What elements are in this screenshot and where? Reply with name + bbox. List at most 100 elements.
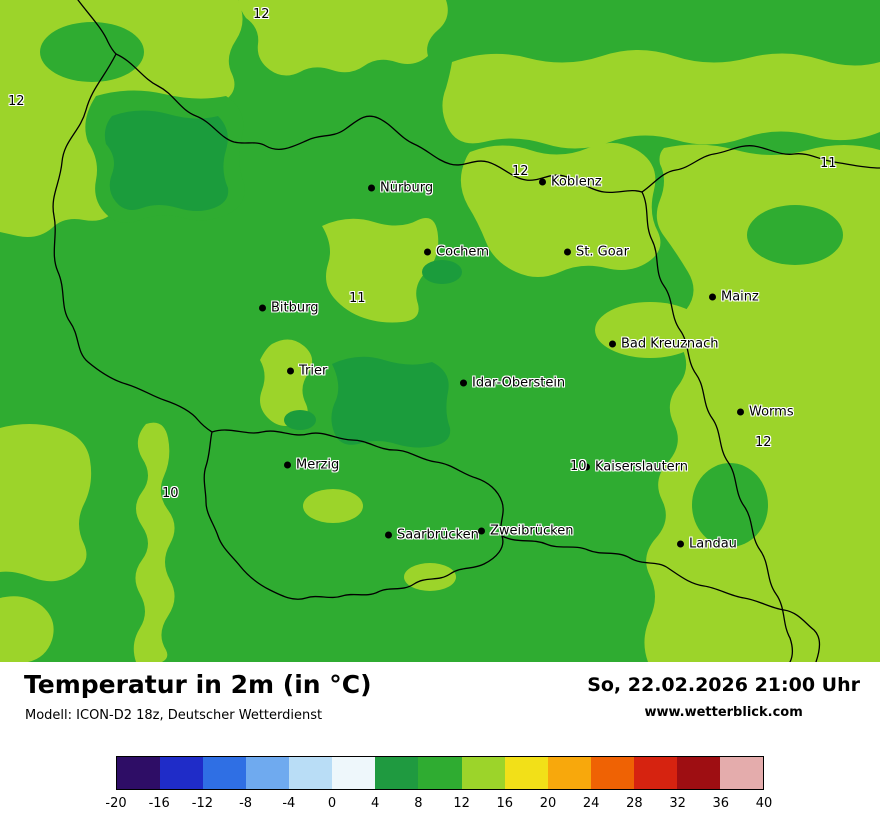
scale-segment-36-40	[719, 757, 763, 789]
scale-tick-label: 4	[371, 796, 380, 811]
scale-segment-32-36	[676, 757, 720, 789]
scale-tick-label: 20	[539, 796, 557, 811]
city-marker-koblenz: Koblenz	[539, 176, 602, 189]
website-url: www.wetterblick.com	[644, 705, 803, 720]
city-marker-nürburg: Nürburg	[368, 182, 433, 195]
temperature-value-label: 12	[755, 435, 772, 450]
temperature-value-label: 12	[253, 7, 270, 22]
city-marker-st-goar: St. Goar	[564, 246, 629, 259]
map-canvas	[0, 0, 880, 662]
city-label: Saarbrücken	[397, 527, 479, 543]
city-dot-icon	[368, 184, 375, 192]
scale-tick-label: 12	[453, 796, 470, 811]
city-dot-icon	[539, 178, 546, 186]
city-dot-icon	[424, 248, 431, 256]
city-dot-icon	[478, 527, 485, 535]
temperature-scale	[116, 756, 764, 790]
city-marker-bad-kreuznach: Bad Kreuznach	[609, 338, 719, 351]
temperature-value-label: 12	[8, 94, 25, 109]
scale-segment-28-32	[633, 757, 677, 789]
scale-tick-label: -8	[239, 796, 253, 811]
city-dot-icon	[609, 340, 616, 348]
city-label: Koblenz	[551, 174, 602, 190]
scale-tick-label: 0	[327, 796, 337, 811]
temp-label-layer: 12 12 11 12 11 12 10 10	[8, 7, 837, 501]
scale-segment-20-24	[547, 757, 591, 789]
scale-tick-label: 40	[755, 796, 773, 811]
scale-segment-4-8	[375, 757, 419, 789]
temperature-value-label: 11	[820, 156, 837, 171]
scale-tick-label: 36	[712, 796, 730, 811]
city-dot-icon	[677, 540, 684, 548]
city-label: Bitburg	[271, 300, 319, 316]
city-label: Landau	[689, 536, 737, 552]
scale-segment--4-0	[289, 757, 333, 789]
city-label: Idar-Oberstein	[472, 375, 566, 391]
scale-segment-0-4	[332, 757, 376, 789]
temperature-value-label: 10	[162, 486, 179, 501]
valid-datetime: So, 22.02.2026 21:00 Uhr	[587, 674, 860, 696]
city-label: Trier	[299, 363, 328, 379]
scale-tick-label: 28	[626, 796, 643, 811]
city-dot-icon	[583, 463, 590, 471]
city-label: Worms	[749, 404, 794, 420]
city-marker-worms: Worms	[737, 406, 794, 419]
model-info: Modell: ICON-D2 18z, Deutscher Wetterdie…	[25, 708, 323, 723]
scale-segment--12--8	[203, 757, 247, 789]
city-dot-icon	[385, 531, 392, 539]
city-marker-bitburg: Bitburg	[259, 302, 319, 315]
city-dot-icon	[259, 304, 266, 312]
scale-ticks: -20 -16 -12 -8 -4 0 4 8 12 16 20 24 28 32 36 40	[105, 796, 772, 812]
state-boundaries	[52, 0, 880, 662]
city-marker-idar-oberstein: Idar-Oberstein	[460, 377, 565, 390]
map-footer: Temperatur in 2m (in °C) Modell: ICON-D2…	[0, 662, 880, 830]
scale-segment-8-12	[418, 757, 462, 789]
datetime-block: So, 22.02.2026 21:00 Uhr www.wetterblick…	[587, 674, 860, 720]
scale-tick-label: -16	[148, 796, 170, 811]
scale-segment-16-20	[504, 757, 548, 789]
city-marker-kaiserslautern: Kaiserslautern	[583, 461, 688, 474]
city-marker-saarbrücken: Saarbrücken	[385, 529, 479, 542]
scale-segment--8--4	[246, 757, 290, 789]
city-dot-icon	[460, 379, 467, 387]
scale-tick-label: 32	[669, 796, 686, 811]
city-marker-zweibrücken: Zweibrücken	[478, 525, 573, 538]
city-label: Zweibrücken	[490, 523, 574, 539]
city-marker-cochem: Cochem	[424, 246, 489, 259]
scale-segment-24-28	[590, 757, 634, 789]
city-label: Bad Kreuznach	[621, 336, 719, 352]
city-label: Mainz	[721, 289, 759, 305]
temperature-value-label: 11	[349, 291, 366, 306]
cool-patches	[104, 110, 462, 448]
page-title: Temperatur in 2m (in °C)	[24, 670, 372, 699]
temperature-value-label: 12	[512, 164, 529, 179]
warm-patches	[0, 0, 880, 662]
scale-tick-label: 8	[414, 796, 423, 811]
city-label: Nürburg	[380, 180, 434, 196]
city-dot-icon	[287, 367, 294, 375]
city-label: Merzig	[296, 457, 340, 473]
city-label: St. Goar	[576, 244, 629, 260]
scale-segment-12-16	[461, 757, 505, 789]
scale-segment--16--12	[160, 757, 204, 789]
scale-tick-label: 16	[496, 796, 514, 811]
scale-tick-label: -20	[105, 796, 127, 811]
city-marker-landau: Landau	[677, 538, 737, 551]
city-dot-icon	[737, 408, 744, 416]
city-marker-trier: Trier	[287, 365, 327, 378]
temperature-map: Nürburg Koblenz Cochem St. Goar Bitburg Mainz…	[0, 0, 880, 662]
temperature-value-label: 10	[570, 459, 587, 474]
city-label: Cochem	[436, 244, 490, 260]
city-marker-mainz: Mainz	[709, 291, 759, 304]
scale-tick-label: -4	[282, 796, 296, 811]
city-layer: Nürburg Koblenz Cochem St. Goar Bitburg Mainz…	[259, 176, 794, 551]
city-dot-icon	[284, 461, 291, 469]
city-dot-icon	[564, 248, 571, 256]
city-marker-merzig: Merzig	[284, 459, 339, 472]
scale-tick-label: -12	[191, 796, 214, 811]
city-dot-icon	[709, 293, 716, 301]
scale-segment--20--16	[117, 757, 161, 789]
city-label: Kaiserslautern	[595, 459, 689, 475]
scale-tick-label: 24	[582, 796, 600, 811]
